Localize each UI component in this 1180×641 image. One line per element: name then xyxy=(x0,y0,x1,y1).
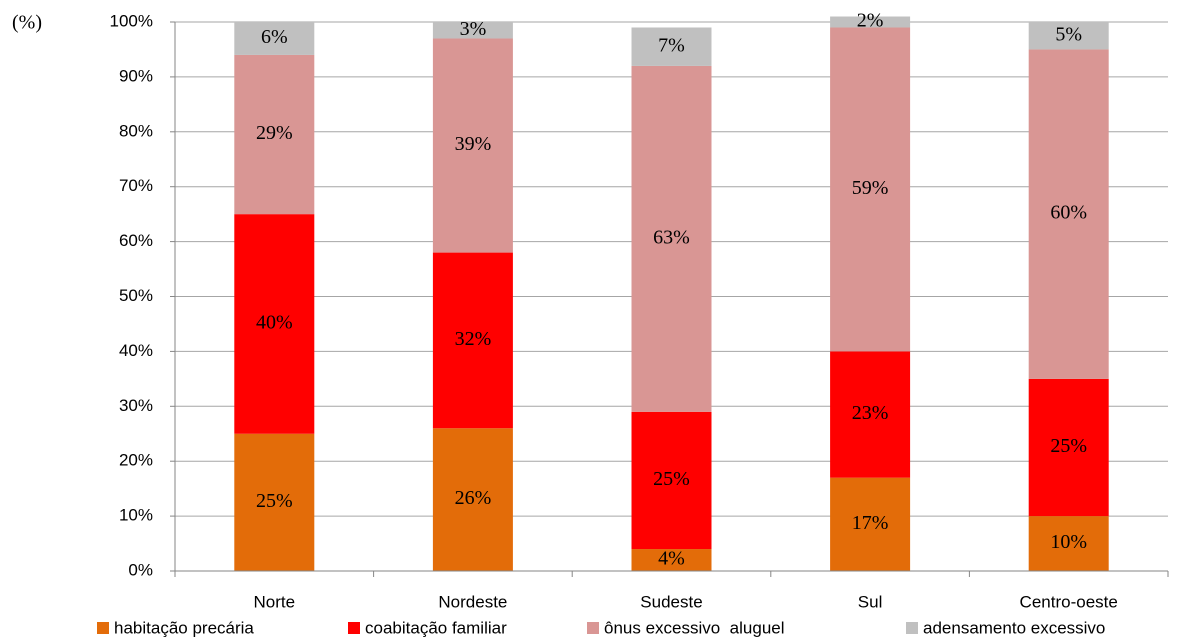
bar-segment xyxy=(830,351,911,478)
bar-segment xyxy=(234,214,315,434)
legend-swatch xyxy=(348,622,360,634)
data-label: 23% xyxy=(852,402,889,424)
bar-segment xyxy=(830,477,911,571)
data-label: 32% xyxy=(455,328,492,350)
data-label: 40% xyxy=(256,312,293,334)
data-label: 25% xyxy=(256,490,293,512)
bar-segment xyxy=(234,22,315,55)
bar-segment xyxy=(432,22,513,39)
data-label: 5% xyxy=(1055,23,1082,45)
bar-segment xyxy=(631,65,712,412)
data-label: 25% xyxy=(1050,435,1087,457)
bar-segment xyxy=(1028,22,1109,50)
y-tick-label: 0% xyxy=(128,560,153,579)
y-tick-label: 70% xyxy=(119,176,153,195)
bar-segment xyxy=(830,16,911,28)
y-tick-label: 10% xyxy=(119,506,153,525)
legend-swatch xyxy=(97,622,109,634)
legend-label: coabitação familiar xyxy=(365,618,507,637)
y-tick-label: 40% xyxy=(119,341,153,360)
bar-segment xyxy=(631,549,712,571)
legend-label: habitação precária xyxy=(114,618,254,637)
data-label: 25% xyxy=(653,468,690,490)
data-label: 2% xyxy=(857,10,884,32)
data-label: 3% xyxy=(460,18,487,40)
data-label: 7% xyxy=(658,34,685,56)
x-tick-label: Nordeste xyxy=(438,592,507,611)
x-tick-label: Sul xyxy=(858,592,883,611)
bar-segment xyxy=(631,411,712,550)
bar-segment xyxy=(234,54,315,215)
bar-segment xyxy=(1028,49,1109,379)
y-tick-label: 50% xyxy=(119,286,153,305)
bar-segment xyxy=(631,27,712,66)
bar-segment xyxy=(432,252,513,429)
data-label: 63% xyxy=(653,226,690,248)
data-label: 17% xyxy=(852,512,889,534)
x-tick-label: Sudeste xyxy=(640,592,702,611)
x-tick-label: Norte xyxy=(254,592,296,611)
legend-label: ônus excessivo aluguel xyxy=(604,618,785,637)
x-tick-label: Centro-oeste xyxy=(1020,592,1118,611)
y-tick-label: 20% xyxy=(119,451,153,470)
bar-segment xyxy=(432,428,513,571)
bar-segment xyxy=(1028,516,1109,571)
data-label: 59% xyxy=(852,177,889,199)
data-label: 6% xyxy=(261,26,288,48)
y-axis-label: (%) xyxy=(12,12,42,34)
data-label: 60% xyxy=(1050,202,1087,224)
y-tick-label: 100% xyxy=(110,11,153,30)
bar-segment xyxy=(234,433,315,571)
bar-segment xyxy=(1028,378,1109,517)
legend-swatch xyxy=(587,622,599,634)
data-label: 39% xyxy=(455,133,492,155)
data-label: 26% xyxy=(455,487,492,509)
legend-label: adensamento excessivo xyxy=(923,618,1105,637)
data-label: 4% xyxy=(658,548,685,570)
data-label: 29% xyxy=(256,122,293,144)
y-tick-label: 30% xyxy=(119,396,153,415)
y-tick-label: 90% xyxy=(119,66,153,85)
data-label: 10% xyxy=(1050,531,1087,553)
y-tick-label: 80% xyxy=(119,121,153,140)
y-tick-label: 60% xyxy=(119,231,153,250)
legend-swatch xyxy=(906,622,918,634)
bar-segment xyxy=(830,27,911,352)
bar-segment xyxy=(432,38,513,253)
